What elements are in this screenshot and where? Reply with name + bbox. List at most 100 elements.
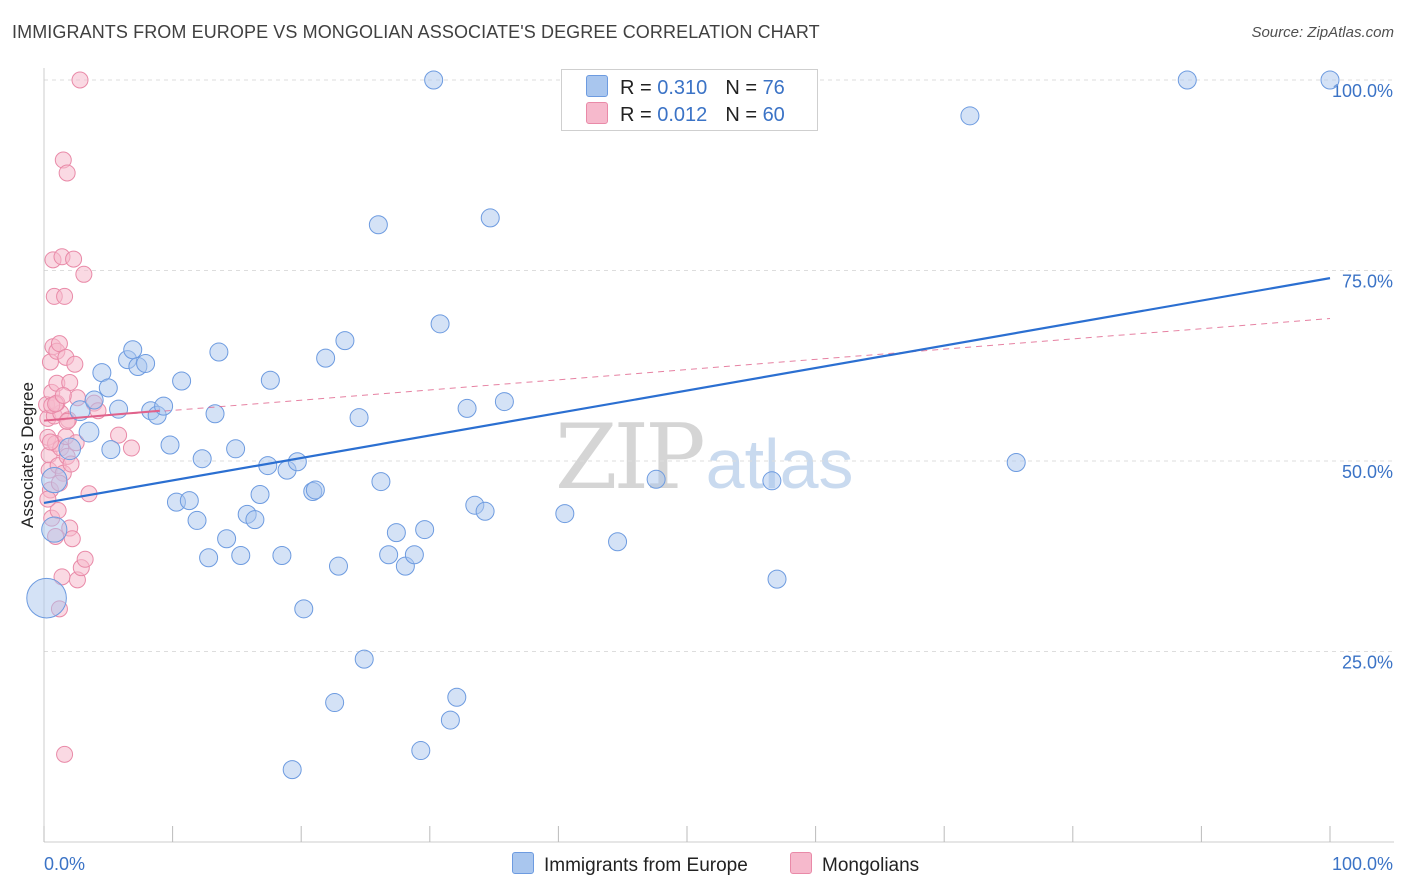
legend-r-label: R = xyxy=(620,77,658,99)
data-point-europe xyxy=(411,741,431,761)
data-point-europe xyxy=(58,437,82,461)
data-point-mongolians xyxy=(56,745,74,763)
data-point-europe xyxy=(217,529,237,549)
data-point-europe xyxy=(371,472,391,492)
data-point-europe xyxy=(457,398,477,418)
data-point-mongolians xyxy=(50,335,68,353)
data-point-europe xyxy=(123,340,143,360)
legend-r-label: R = xyxy=(620,104,658,126)
legend-item-europe[interactable]: Immigrants from Europe xyxy=(512,852,748,877)
data-point-europe xyxy=(282,760,302,780)
data-point-europe xyxy=(447,687,467,707)
trendline-mongolians xyxy=(43,409,160,422)
y-tick-label: 25.0% xyxy=(1342,653,1393,673)
data-point-mongolians xyxy=(56,287,74,305)
data-point-europe xyxy=(386,523,406,543)
data-point-europe xyxy=(154,396,174,416)
legend-stats: R = 0.310 N = 76 R = 0.012 N = 60 xyxy=(561,69,818,131)
data-point-europe xyxy=(160,435,180,455)
data-point-europe xyxy=(440,710,460,730)
legend-item-mongolians[interactable]: Mongolians xyxy=(790,852,919,877)
data-point-europe xyxy=(480,208,500,228)
data-point-mongolians xyxy=(75,265,93,283)
data-point-europe xyxy=(287,452,307,472)
y-tick-label: 50.0% xyxy=(1342,462,1393,482)
data-point-mongolians xyxy=(54,386,72,404)
legend-swatch-europe xyxy=(512,852,534,874)
data-point-europe xyxy=(136,353,156,373)
y-tick-label: 75.0% xyxy=(1342,272,1393,292)
data-point-europe xyxy=(1006,453,1026,473)
data-point-europe xyxy=(26,577,67,619)
legend-n-label: N = xyxy=(725,77,763,99)
data-point-europe xyxy=(349,408,369,428)
legend-swatch-europe xyxy=(586,75,608,97)
watermark-atlas: atlas xyxy=(705,425,854,503)
data-point-europe xyxy=(475,501,495,521)
legend-label-europe: Immigrants from Europe xyxy=(544,855,748,876)
data-point-europe xyxy=(260,370,280,390)
data-point-europe xyxy=(767,569,787,589)
data-point-europe xyxy=(316,348,336,368)
legend-r-value-europe: 0.310 xyxy=(657,77,708,99)
data-point-europe xyxy=(98,378,118,398)
data-point-europe xyxy=(1320,70,1340,90)
data-point-europe xyxy=(379,545,399,565)
legend-n-label: N = xyxy=(725,104,763,126)
watermark-zip: ZIP xyxy=(555,405,706,510)
data-point-europe xyxy=(41,466,68,494)
data-point-europe xyxy=(430,314,450,334)
data-point-mongolians xyxy=(76,550,94,568)
data-point-europe xyxy=(69,400,91,422)
data-point-europe xyxy=(250,485,270,505)
data-point-europe xyxy=(325,693,345,713)
data-point-europe xyxy=(646,469,666,489)
data-point-europe xyxy=(187,510,207,530)
data-point-mongolians xyxy=(110,426,128,444)
legend-row-mongolians: R = 0.012 N = 60 xyxy=(586,102,785,126)
data-point-europe xyxy=(368,215,388,235)
data-point-europe xyxy=(608,532,628,552)
data-point-mongolians xyxy=(58,164,76,182)
data-point-europe xyxy=(555,504,575,524)
data-point-europe xyxy=(424,70,444,90)
data-point-europe xyxy=(84,390,104,410)
data-point-europe xyxy=(41,516,68,543)
data-point-europe xyxy=(78,421,100,443)
legend-r-value-mongolians: 0.012 xyxy=(657,104,708,126)
data-point-europe xyxy=(1177,70,1197,90)
data-point-europe xyxy=(179,491,199,511)
legend-row-europe: R = 0.310 N = 76 xyxy=(586,75,785,99)
data-point-europe xyxy=(294,599,314,619)
data-point-europe xyxy=(305,480,325,500)
legend-swatch-mongolians xyxy=(586,102,608,124)
data-point-europe xyxy=(245,510,265,530)
chart-title: IMMIGRANTS FROM EUROPE VS MONGOLIAN ASSO… xyxy=(12,22,820,42)
data-point-europe xyxy=(231,545,251,565)
data-point-mongolians xyxy=(63,530,81,548)
data-point-mongolians xyxy=(122,439,140,457)
data-point-europe xyxy=(494,392,514,412)
data-point-europe xyxy=(226,439,246,459)
x-tick-label: 0.0% xyxy=(44,854,85,874)
data-point-mongolians xyxy=(39,490,57,508)
legend-label-mongolians: Mongolians xyxy=(822,855,920,876)
data-point-europe xyxy=(172,371,192,391)
data-point-europe xyxy=(404,545,424,565)
x-tick-label: 100.0% xyxy=(1332,854,1393,874)
data-point-europe xyxy=(101,440,121,460)
legend-swatch-mongolians xyxy=(790,852,812,874)
source-credit: Source: ZipAtlas.com xyxy=(1251,24,1394,41)
data-point-europe xyxy=(209,342,229,362)
data-point-europe xyxy=(272,545,292,565)
data-point-europe xyxy=(354,649,374,669)
data-point-europe xyxy=(192,449,212,469)
data-point-europe xyxy=(328,556,348,576)
data-point-europe xyxy=(199,548,219,568)
legend-n-value-europe: 76 xyxy=(762,77,785,99)
trendline-mongolians-dashed xyxy=(43,318,1331,422)
data-point-europe xyxy=(960,106,980,126)
y-tick-label: 100.0% xyxy=(1332,81,1393,101)
data-point-mongolians xyxy=(71,71,89,89)
